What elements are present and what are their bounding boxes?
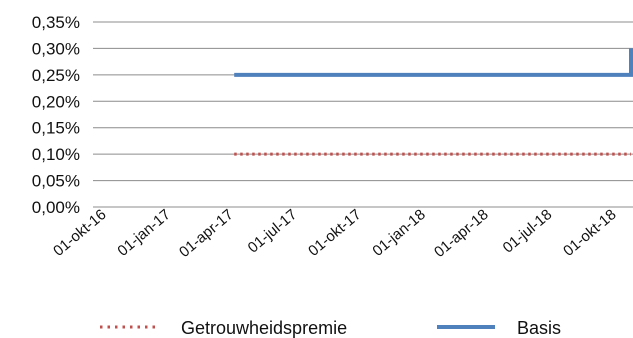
x-tick-label: 01-okt-18 <box>560 206 619 260</box>
x-tick-label: 01-jul-18 <box>500 206 556 257</box>
x-tick-label: 01-apr-18 <box>431 206 492 261</box>
y-tick-label: 0,30% <box>32 39 80 58</box>
series-line-basis <box>234 48 633 77</box>
legend-label-getrouwheidspremie: Getrouwheidspremie <box>181 318 347 338</box>
y-tick-label: 0,35% <box>32 13 80 32</box>
y-tick-label: 0,00% <box>32 198 80 217</box>
gridlines <box>93 21 633 208</box>
x-tick-label: 01-jan-17 <box>114 206 173 260</box>
x-tick-label: 01-apr-17 <box>176 206 237 261</box>
series-layer <box>234 48 633 156</box>
legend: Getrouwheidspremie Basis <box>100 318 561 338</box>
y-tick-label: 0,15% <box>32 119 80 138</box>
x-tick-label: 01-jan-18 <box>369 206 428 260</box>
x-tick-label: 01-jul-17 <box>245 206 301 257</box>
y-tick-label: 0,20% <box>32 92 80 111</box>
y-axis: 0,00% 0,05% 0,10% 0,15% 0,20% 0,25% 0,30% 0,35% <box>32 13 80 217</box>
x-axis: 01-okt-16 01-jan-17 01-apr-17 01-jul-17 01-o… <box>50 206 619 261</box>
y-tick-label: 0,25% <box>32 66 80 85</box>
x-tick-label: 01-okt-17 <box>305 206 364 260</box>
legend-label-basis: Basis <box>517 318 561 338</box>
y-tick-label: 0,05% <box>32 172 80 191</box>
y-tick-label: 0,10% <box>32 145 80 164</box>
